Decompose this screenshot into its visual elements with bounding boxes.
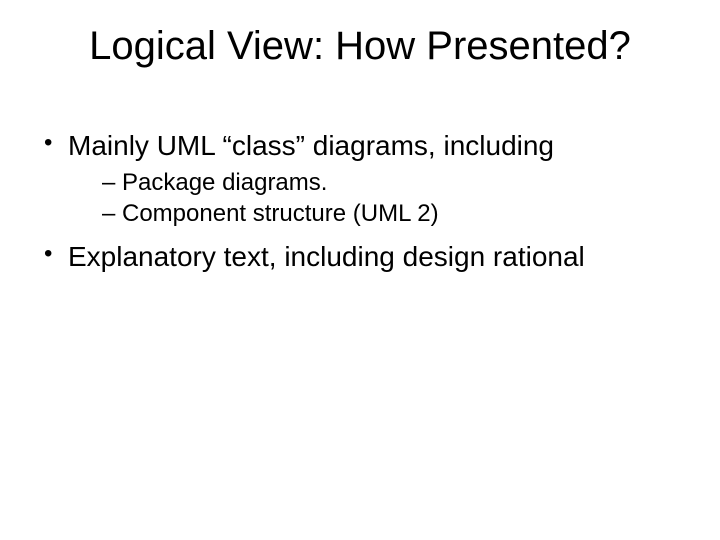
bullet-item: Mainly UML “class” diagrams, including P…: [44, 128, 676, 229]
bullet-text: Mainly UML “class” diagrams, including: [68, 130, 554, 161]
sub-bullet-text: Component structure (UML 2): [122, 200, 439, 227]
bullet-text: Explanatory text, including design ratio…: [68, 241, 585, 272]
bullet-item: Explanatory text, including design ratio…: [44, 239, 676, 274]
sub-bullet-item: Package diagrams.: [102, 167, 676, 198]
slide-title: Logical View: How Presented?: [0, 24, 720, 69]
slide: Logical View: How Presented? Mainly UML …: [0, 0, 720, 540]
bullet-list-level2: Package diagrams. Component structure (U…: [68, 167, 676, 229]
slide-body: Mainly UML “class” diagrams, including P…: [44, 128, 676, 280]
bullet-list-level1: Mainly UML “class” diagrams, including P…: [44, 128, 676, 274]
sub-bullet-text: Package diagrams.: [122, 169, 327, 196]
sub-bullet-item: Component structure (UML 2): [102, 198, 676, 229]
